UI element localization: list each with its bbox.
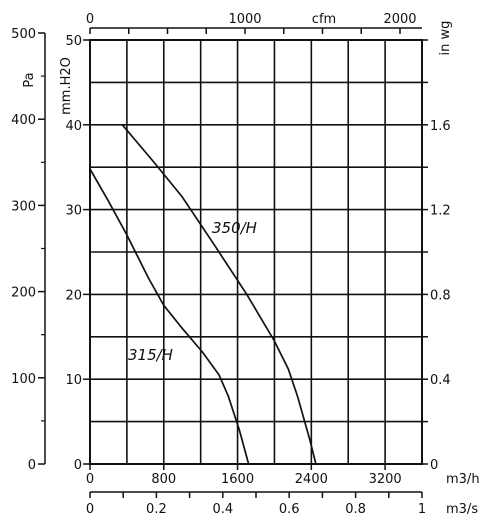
m3h-tick-label: 0 <box>86 472 94 487</box>
mmh2o-axis-label: mm.H2O <box>59 57 74 115</box>
wg-tick-label: 0.8 <box>430 288 451 303</box>
pa-tick-label: 100 <box>11 372 36 387</box>
m3h-axis-label: m3/h <box>446 472 480 487</box>
m3s-axis-label: m3/s <box>446 502 478 517</box>
m3s-tick-label: 1 <box>418 502 426 517</box>
mmh2o-tick-label: 30 <box>65 204 82 219</box>
pa-tick-label: 300 <box>11 199 36 214</box>
pa-tick-label: 0 <box>28 458 36 473</box>
m3s-tick-label: 0.8 <box>345 502 366 517</box>
mmh2o-tick-label: 10 <box>65 373 82 388</box>
m3h-tick-label: 1600 <box>221 472 254 487</box>
mmh2o-tick-label: 0 <box>74 458 82 473</box>
wg-tick-label: 0 <box>430 458 438 473</box>
cfm-axis-label: cfm <box>312 12 336 27</box>
pa-tick-label: 400 <box>11 113 36 128</box>
curve-label: 350/H <box>212 219 257 237</box>
m3s-tick-label: 0.4 <box>212 502 233 517</box>
wg-tick-label: 1.6 <box>430 119 451 134</box>
mmh2o-tick-label: 40 <box>65 119 82 134</box>
m3h-tick-label: 3200 <box>369 472 402 487</box>
cfm-tick-label: 1000 <box>228 12 261 27</box>
wg-tick-label: 1.2 <box>430 204 451 219</box>
m3s-tick-label: 0.6 <box>279 502 300 517</box>
curves: 315/H 350/H <box>89 124 317 465</box>
cfm-tick-label: 0 <box>86 12 94 27</box>
curve-350-h <box>121 124 317 465</box>
pa-axis-label: Pa <box>22 72 37 87</box>
mmh2o-tick-label: 50 <box>65 34 82 49</box>
m3h-tick-label: 800 <box>151 472 176 487</box>
m3h-tick-label: 2400 <box>295 472 328 487</box>
grid <box>90 40 422 464</box>
m3s-tick-label: 0 <box>86 502 94 517</box>
curve-label: 315/H <box>128 346 173 364</box>
wg-tick-label: 0.4 <box>430 373 451 388</box>
curve-315-h <box>89 168 250 465</box>
mmh2o-tick-label: 20 <box>65 288 82 303</box>
axes: 0100200300400500Pa01020304050mm.H2O00.40… <box>11 12 479 517</box>
cfm-tick-label: 2000 <box>383 12 416 27</box>
wg-axis-label: in wg <box>438 21 453 56</box>
m3s-tick-label: 0.2 <box>146 502 167 517</box>
pa-tick-label: 500 <box>11 27 36 42</box>
pa-tick-label: 200 <box>11 286 36 301</box>
